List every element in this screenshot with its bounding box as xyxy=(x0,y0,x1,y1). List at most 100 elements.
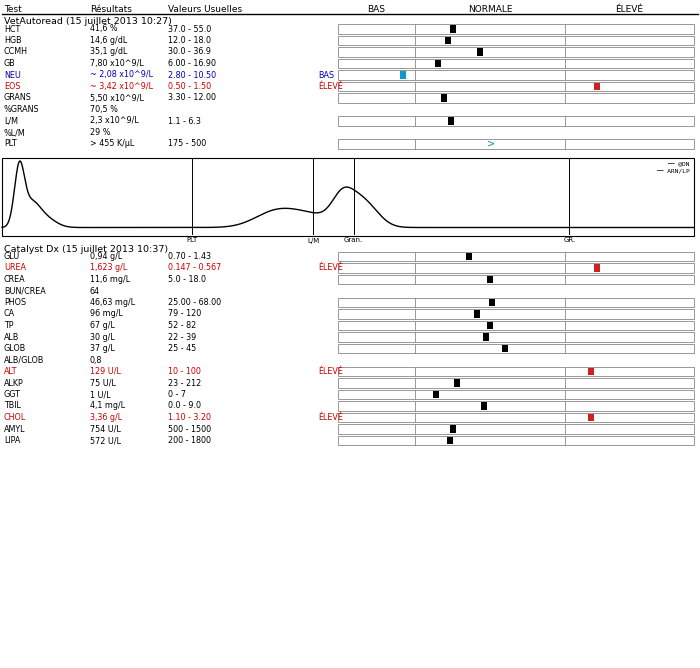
Text: 2,3 x10^9/L: 2,3 x10^9/L xyxy=(90,116,139,126)
Text: L/M: L/M xyxy=(307,238,319,244)
Text: 572 U/L: 572 U/L xyxy=(90,436,121,445)
Text: ── @DN: ── @DN xyxy=(668,162,690,166)
Text: ALB: ALB xyxy=(4,333,20,341)
Text: %L/M: %L/M xyxy=(4,128,26,137)
Bar xyxy=(502,345,508,352)
Text: VetAutoread (15 juillet 2013 10:27): VetAutoread (15 juillet 2013 10:27) xyxy=(4,17,172,27)
Text: 1.1 - 6.3: 1.1 - 6.3 xyxy=(168,116,201,126)
Text: UREA: UREA xyxy=(4,263,26,273)
Text: PHOS: PHOS xyxy=(4,298,26,307)
Text: 46,63 mg/L: 46,63 mg/L xyxy=(90,298,135,307)
Text: 30 g/L: 30 g/L xyxy=(90,333,115,341)
Text: CREA: CREA xyxy=(4,275,26,284)
Text: NEU: NEU xyxy=(4,71,21,79)
Text: PLT: PLT xyxy=(187,238,198,244)
Bar xyxy=(487,322,493,329)
Text: ÉLEVÉ: ÉLEVÉ xyxy=(318,413,343,422)
Text: CA: CA xyxy=(4,309,15,319)
Bar xyxy=(338,252,694,261)
Text: 25.00 - 68.00: 25.00 - 68.00 xyxy=(168,298,221,307)
Bar xyxy=(447,437,452,444)
Text: GB: GB xyxy=(4,59,15,68)
Text: 79 - 120: 79 - 120 xyxy=(168,309,202,319)
Bar xyxy=(338,367,694,376)
Text: ÉLEVÉ: ÉLEVÉ xyxy=(615,5,643,13)
Text: NORMALE: NORMALE xyxy=(468,5,512,13)
Text: GLOB: GLOB xyxy=(4,344,27,353)
Text: 30.0 - 36.9: 30.0 - 36.9 xyxy=(168,47,211,57)
Text: 3.30 - 12.00: 3.30 - 12.00 xyxy=(168,94,216,102)
Bar xyxy=(338,424,694,434)
Bar xyxy=(449,25,456,33)
Bar xyxy=(338,378,694,387)
Bar xyxy=(338,70,694,79)
Text: 6.00 - 16.90: 6.00 - 16.90 xyxy=(168,59,216,68)
Bar xyxy=(338,94,694,103)
Bar xyxy=(448,117,454,125)
Bar xyxy=(338,139,694,149)
Bar xyxy=(445,37,451,44)
Text: BUN/CREA: BUN/CREA xyxy=(4,287,46,295)
Bar xyxy=(588,367,594,375)
Text: 37.0 - 55.0: 37.0 - 55.0 xyxy=(168,25,211,33)
Text: BAS: BAS xyxy=(318,71,334,79)
Text: GR.: GR. xyxy=(564,238,575,244)
Text: ALT: ALT xyxy=(4,367,18,376)
Bar xyxy=(588,413,594,422)
Text: 70,5 %: 70,5 % xyxy=(90,105,118,114)
Text: 0,94 g/L: 0,94 g/L xyxy=(90,252,122,261)
Text: 129 U/L: 129 U/L xyxy=(90,367,121,376)
Text: 29 %: 29 % xyxy=(90,128,111,137)
Text: 0.147 - 0.567: 0.147 - 0.567 xyxy=(168,263,221,273)
Bar xyxy=(594,265,601,272)
Text: ÉLEVÉ: ÉLEVÉ xyxy=(318,82,343,91)
Text: 0,8: 0,8 xyxy=(90,355,102,365)
Text: 1.10 - 3.20: 1.10 - 3.20 xyxy=(168,413,211,422)
Text: 22 - 39: 22 - 39 xyxy=(168,333,196,341)
Text: TP: TP xyxy=(4,321,13,330)
Text: GRANS: GRANS xyxy=(4,94,32,102)
Bar xyxy=(400,71,407,79)
Bar xyxy=(435,59,440,67)
Text: ── ARN/LP: ── ARN/LP xyxy=(657,168,690,174)
Text: L/M: L/M xyxy=(4,116,18,126)
Text: 37 g/L: 37 g/L xyxy=(90,344,115,353)
Bar xyxy=(338,401,694,411)
Bar xyxy=(338,24,694,34)
Text: 1 U/L: 1 U/L xyxy=(90,390,111,399)
Bar xyxy=(338,413,694,422)
Text: 23 - 212: 23 - 212 xyxy=(168,379,202,387)
Text: CHOL: CHOL xyxy=(4,413,27,422)
Text: 175 - 500: 175 - 500 xyxy=(168,140,206,148)
Text: 14,6 g/dL: 14,6 g/dL xyxy=(90,36,127,45)
Text: 41,6 %: 41,6 % xyxy=(90,25,118,33)
Bar xyxy=(440,94,447,102)
Text: Résultats: Résultats xyxy=(90,5,132,13)
Text: ~ 2,08 x10^9/L: ~ 2,08 x10^9/L xyxy=(90,71,153,79)
Text: 35,1 g/dL: 35,1 g/dL xyxy=(90,47,127,57)
Text: 0.0 - 9.0: 0.0 - 9.0 xyxy=(168,401,201,411)
Text: 64: 64 xyxy=(90,287,100,295)
Text: 52 - 82: 52 - 82 xyxy=(168,321,196,330)
Text: 5,50 x10^9/L: 5,50 x10^9/L xyxy=(90,94,144,102)
Text: BAS: BAS xyxy=(368,5,386,13)
Text: 4,1 mg/L: 4,1 mg/L xyxy=(90,401,125,411)
Bar xyxy=(481,402,487,409)
Text: ÉLEVÉ: ÉLEVÉ xyxy=(318,263,343,273)
Text: ALB/GLOB: ALB/GLOB xyxy=(4,355,44,365)
Text: 67 g/L: 67 g/L xyxy=(90,321,115,330)
Bar xyxy=(2,158,694,236)
Text: CCMH: CCMH xyxy=(4,47,28,57)
Bar xyxy=(338,36,694,45)
Bar xyxy=(489,299,494,307)
Bar xyxy=(466,253,472,261)
Text: 96 mg/L: 96 mg/L xyxy=(90,309,123,319)
Text: 0.70 - 1.43: 0.70 - 1.43 xyxy=(168,252,211,261)
Text: GGT: GGT xyxy=(4,390,21,399)
Bar xyxy=(454,379,460,387)
Bar xyxy=(338,263,694,273)
Bar xyxy=(473,310,480,318)
Text: ALKP: ALKP xyxy=(4,379,24,387)
Text: AMYL: AMYL xyxy=(4,424,25,434)
Bar xyxy=(477,48,482,56)
